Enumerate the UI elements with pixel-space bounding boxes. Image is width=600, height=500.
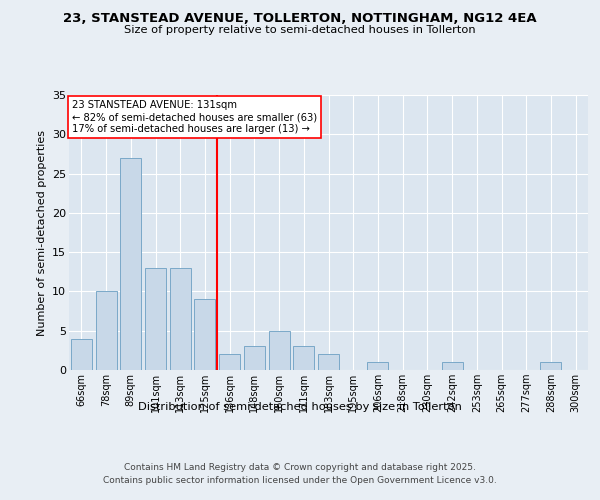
Text: Distribution of semi-detached houses by size in Tollerton: Distribution of semi-detached houses by … [138, 402, 462, 412]
Bar [95, 292, 116, 370]
Text: 23 STANSTEAD AVENUE: 131sqm
← 82% of semi-detached houses are smaller (63)
17% o: 23 STANSTEAD AVENUE: 131sqm ← 82% of sem… [71, 100, 317, 134]
Text: Contains HM Land Registry data © Crown copyright and database right 2025.: Contains HM Land Registry data © Crown c… [124, 462, 476, 471]
Bar [170, 268, 191, 370]
Text: Contains public sector information licensed under the Open Government Licence v3: Contains public sector information licen… [103, 476, 497, 485]
Bar [219, 354, 240, 370]
Bar [244, 346, 265, 370]
Bar [194, 300, 215, 370]
Bar [541, 362, 562, 370]
Text: 23, STANSTEAD AVENUE, TOLLERTON, NOTTINGHAM, NG12 4EA: 23, STANSTEAD AVENUE, TOLLERTON, NOTTING… [63, 12, 537, 26]
Y-axis label: Number of semi-detached properties: Number of semi-detached properties [37, 130, 47, 336]
Bar [269, 330, 290, 370]
Bar [71, 338, 92, 370]
Bar [145, 268, 166, 370]
Bar [318, 354, 339, 370]
Bar [442, 362, 463, 370]
Bar [120, 158, 141, 370]
Bar [293, 346, 314, 370]
Text: Size of property relative to semi-detached houses in Tollerton: Size of property relative to semi-detach… [124, 25, 476, 35]
Bar [367, 362, 388, 370]
